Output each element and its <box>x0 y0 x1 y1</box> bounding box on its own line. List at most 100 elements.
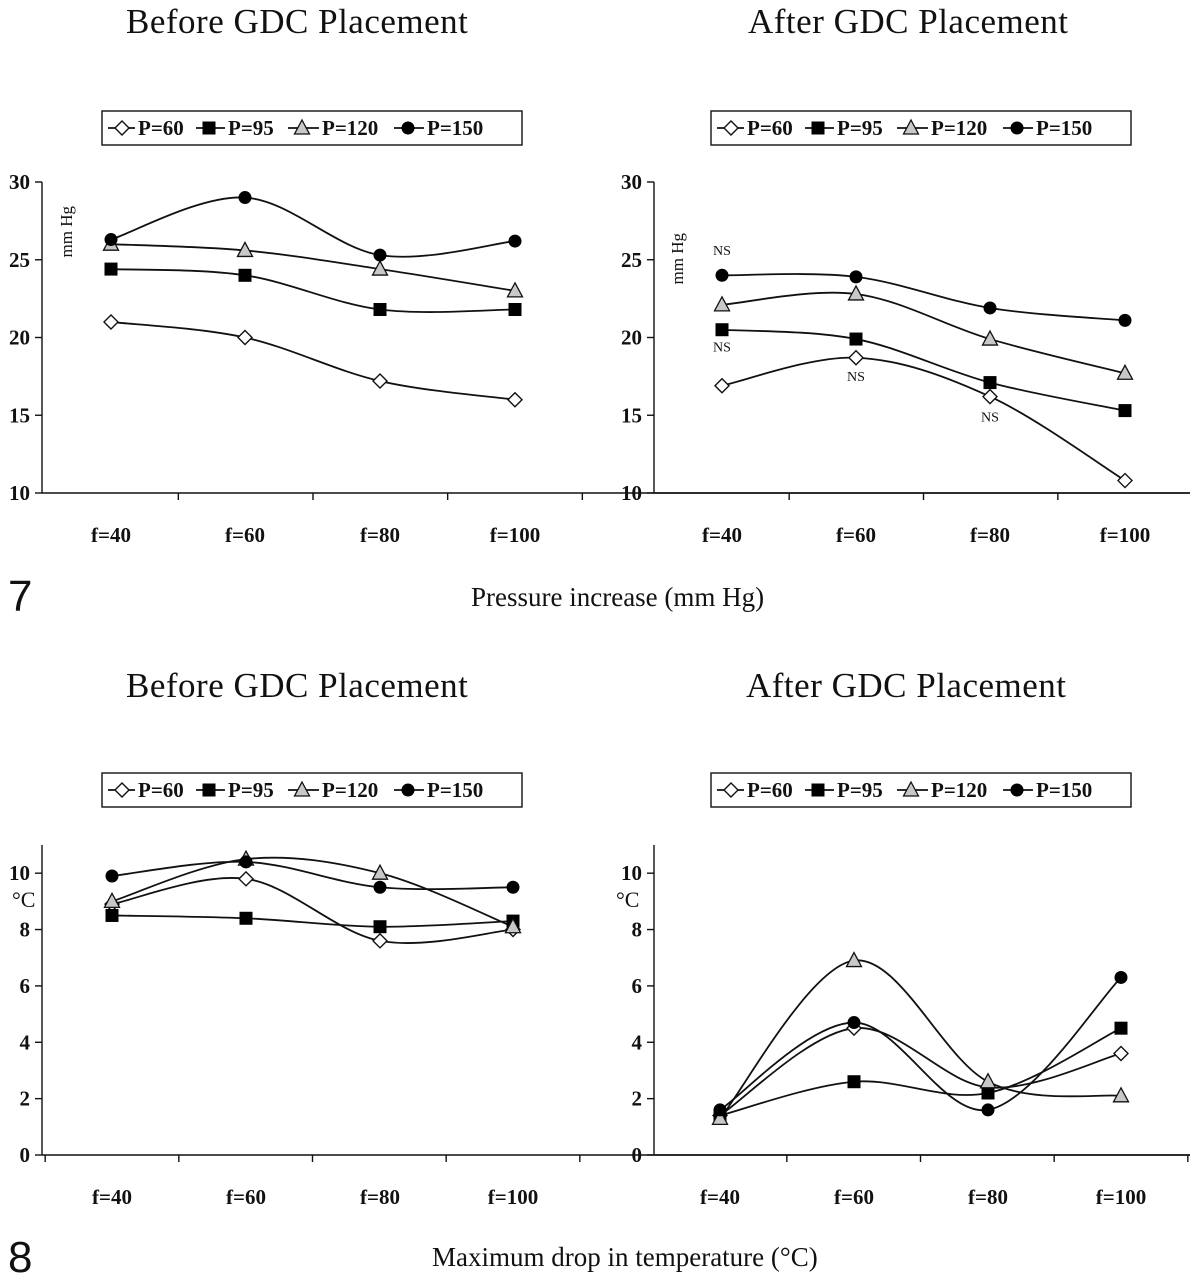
chart-legend: P=60 P=95 P=120 P=150 <box>710 110 1132 146</box>
data-point-marker <box>104 262 118 276</box>
chart-title: Before GDC Placement <box>126 2 469 41</box>
chart-title: After GDC Placement <box>746 666 1067 705</box>
data-point-marker <box>239 911 253 925</box>
y-tick-label: 25 <box>621 248 642 272</box>
data-point-marker <box>981 1086 995 1100</box>
series-line <box>719 959 1122 1119</box>
chart-title: Before GDC Placement <box>126 666 469 705</box>
data-point-marker <box>236 241 254 258</box>
x-tick-label: f=100 <box>1096 1185 1146 1209</box>
series-line <box>721 356 1126 482</box>
legend-marker <box>902 780 920 797</box>
legend-entry-label: P=150 <box>427 116 483 140</box>
figure-number: 7 <box>8 572 33 621</box>
data-point-marker <box>373 248 387 262</box>
significance-annotation: NS <box>981 410 999 425</box>
data-point-marker <box>372 932 388 949</box>
y-tick-label: 30 <box>9 170 30 194</box>
x-tick-label: f=60 <box>226 1185 266 1209</box>
data-point-marker <box>1117 472 1133 489</box>
legend-entry-label: P=60 <box>747 116 793 140</box>
data-point-marker <box>983 301 997 315</box>
data-point-marker <box>372 373 388 390</box>
figure-caption: Pressure increase (mm Hg) <box>471 582 765 612</box>
legend-frame <box>101 772 523 808</box>
data-point-marker <box>373 880 387 894</box>
legend-entry-label: P=150 <box>1036 116 1092 140</box>
y-tick-label: 15 <box>9 403 30 427</box>
data-point-marker <box>237 329 253 346</box>
data-point-marker <box>238 870 254 887</box>
data-point-marker <box>1118 404 1132 418</box>
data-point-marker <box>1114 970 1128 984</box>
x-tick-label: f=60 <box>225 523 265 547</box>
data-point-marker <box>238 191 252 205</box>
data-point-marker <box>504 917 522 934</box>
y-tick-label: 0 <box>632 1143 643 1167</box>
legend-marker <box>1010 783 1024 797</box>
data-point-marker <box>711 1108 729 1126</box>
y-tick-label: 10 <box>621 861 642 885</box>
y-tick-label: 20 <box>9 326 30 350</box>
legend-marker <box>1010 121 1024 135</box>
x-tick-label: f=40 <box>91 523 131 547</box>
x-tick-label: f=100 <box>490 523 540 547</box>
series-line <box>719 976 1122 1111</box>
data-point-marker <box>1118 313 1132 327</box>
data-point-marker <box>847 284 865 301</box>
data-point-marker <box>103 313 119 330</box>
data-point-marker <box>847 1075 861 1089</box>
legend-marker <box>202 783 216 797</box>
data-point-marker <box>983 376 997 390</box>
data-point-marker <box>849 270 863 284</box>
legend-entry-label: P=95 <box>837 116 883 140</box>
y-tick-label: 25 <box>9 248 30 272</box>
y-tick-label: 20 <box>621 326 642 350</box>
data-point-marker <box>847 1016 861 1030</box>
x-tick-label: f=80 <box>360 1185 400 1209</box>
legend-marker <box>723 782 739 798</box>
data-point-marker <box>239 855 253 869</box>
x-tick-label: f=80 <box>968 1185 1008 1209</box>
data-point-marker <box>104 233 118 247</box>
y-tick-label: 0 <box>20 1143 31 1167</box>
data-point-marker <box>982 388 998 405</box>
x-tick-label: f=100 <box>1100 523 1150 547</box>
data-point-marker <box>979 1072 997 1089</box>
data-point-marker <box>238 268 252 282</box>
legend-marker <box>114 782 130 798</box>
y-tick-label: 2 <box>632 1087 643 1111</box>
legend-marker <box>401 121 415 135</box>
y-tick-label: 6 <box>20 974 31 998</box>
x-tick-label: f=40 <box>92 1185 132 1209</box>
series-line <box>111 860 514 891</box>
data-point-marker <box>373 303 387 317</box>
data-point-marker <box>1113 1045 1129 1062</box>
legend-entry-label: P=120 <box>322 116 378 140</box>
y-axis-unit-label: mm Hg <box>668 233 687 285</box>
legend-marker <box>114 120 130 136</box>
legend-entry-label: P=60 <box>138 778 184 802</box>
y-tick-label: 4 <box>20 1030 31 1054</box>
data-point-marker <box>506 880 520 894</box>
x-tick-label: f=60 <box>834 1185 874 1209</box>
y-axis-unit-label: °C <box>12 887 35 912</box>
legend-marker <box>811 121 825 135</box>
data-point-marker <box>371 863 389 880</box>
legend-marker <box>293 118 311 135</box>
data-point-marker <box>845 951 863 968</box>
series-line <box>111 877 514 944</box>
data-point-marker <box>981 1103 995 1117</box>
significance-annotation: NS <box>847 370 865 385</box>
series-line <box>721 273 1126 322</box>
legend-marker <box>902 118 920 135</box>
data-point-marker <box>714 377 730 394</box>
y-tick-label: 4 <box>632 1030 643 1054</box>
data-point-marker <box>105 908 119 922</box>
x-tick-label: f=80 <box>970 523 1010 547</box>
data-point-marker <box>371 259 389 276</box>
legend-entry-label: P=95 <box>228 778 274 802</box>
series-line <box>111 914 514 928</box>
